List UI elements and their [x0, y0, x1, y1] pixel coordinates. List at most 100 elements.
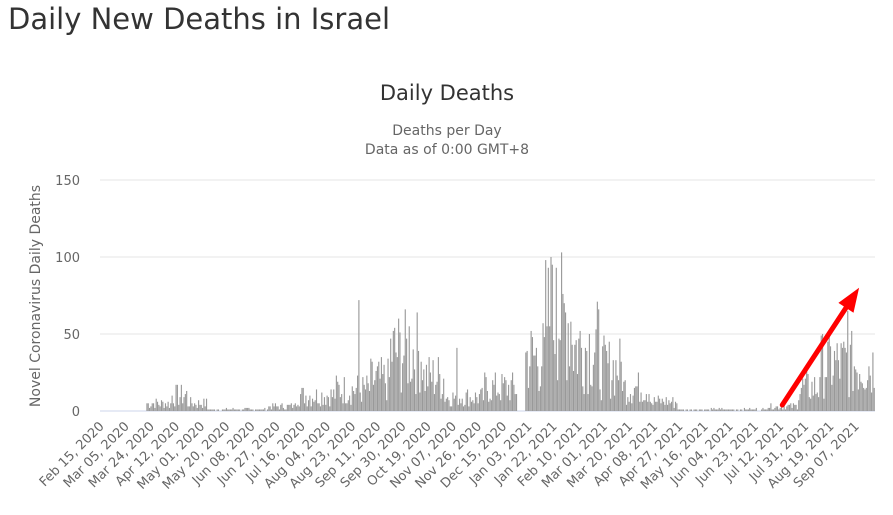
- bar: [547, 267, 549, 411]
- bar: [360, 401, 363, 411]
- bar: [673, 407, 675, 411]
- bar: [149, 407, 151, 411]
- bar: [767, 407, 769, 411]
- bar: [221, 409, 224, 411]
- bar: [550, 257, 552, 411]
- bar: [272, 403, 274, 411]
- bar: [351, 386, 353, 411]
- bar: [563, 303, 565, 411]
- bar: [423, 369, 425, 411]
- bar: [534, 355, 536, 411]
- bar: [396, 357, 398, 411]
- bar: [871, 392, 873, 411]
- bar: [327, 397, 329, 411]
- bar: [652, 404, 654, 411]
- bar: [179, 397, 181, 411]
- bar: [298, 406, 300, 411]
- bar: [766, 409, 768, 411]
- bar: [733, 409, 735, 411]
- bar: [319, 406, 322, 411]
- bar: [567, 323, 569, 411]
- bar: [428, 357, 430, 411]
- bar: [857, 389, 859, 411]
- bar: [256, 409, 258, 411]
- bar: [338, 384, 340, 411]
- bar: [460, 403, 462, 411]
- bar: [249, 409, 251, 411]
- bar: [502, 383, 504, 411]
- bar: [739, 409, 741, 411]
- bar: [436, 381, 438, 411]
- bar: [202, 407, 204, 411]
- bar: [648, 394, 650, 411]
- bar: [661, 398, 663, 411]
- bar: [545, 260, 547, 411]
- bar: [772, 409, 775, 411]
- bar: [225, 407, 227, 411]
- bar: [394, 327, 396, 411]
- bar: [835, 360, 837, 411]
- bar: [403, 355, 405, 411]
- bar: [481, 387, 483, 411]
- bar: [341, 394, 343, 411]
- bar: [239, 409, 241, 411]
- bar: [419, 392, 421, 411]
- bar: [281, 403, 283, 411]
- bar: [433, 394, 435, 411]
- bar: [266, 409, 269, 411]
- bar: [277, 406, 279, 411]
- bar: [354, 394, 356, 411]
- bar: [347, 400, 349, 411]
- bar: [182, 403, 184, 411]
- bar: [191, 403, 193, 411]
- bar: [346, 403, 348, 411]
- bar: [302, 387, 304, 411]
- bar: [497, 392, 499, 411]
- bar: [722, 409, 724, 411]
- bar: [572, 370, 575, 411]
- bar: [184, 394, 186, 411]
- bar: [570, 321, 572, 411]
- bar: [706, 409, 708, 411]
- bar: [700, 409, 702, 411]
- bar: [586, 350, 588, 411]
- bar: [672, 397, 674, 411]
- bar: [233, 409, 235, 411]
- bar: [682, 409, 685, 411]
- bar: [223, 409, 225, 411]
- bar: [632, 395, 634, 411]
- bar: [509, 400, 511, 411]
- bar: [310, 406, 312, 411]
- bar: [865, 387, 867, 411]
- bar: [345, 403, 347, 411]
- bar: [358, 300, 360, 411]
- bar: [404, 309, 406, 411]
- bar: [227, 409, 229, 411]
- bar: [803, 384, 805, 411]
- bar: [565, 312, 567, 411]
- bar: [199, 404, 201, 411]
- bar: [836, 343, 838, 411]
- bar: [400, 392, 402, 411]
- bar: [432, 360, 434, 411]
- bar: [370, 358, 372, 411]
- bar: [437, 357, 439, 411]
- bar: [775, 406, 777, 411]
- bar: [388, 377, 390, 411]
- bar: [470, 401, 473, 411]
- bar: [705, 409, 707, 411]
- bar: [731, 409, 734, 411]
- bar: [286, 404, 288, 411]
- bar: [211, 409, 213, 411]
- bar: [301, 387, 303, 411]
- bar: [538, 390, 540, 411]
- bar: [411, 378, 413, 411]
- bar: [681, 409, 683, 411]
- bar: [262, 409, 265, 411]
- bar: [561, 252, 563, 411]
- bar: [814, 377, 816, 411]
- bar: [217, 409, 220, 411]
- bar: [664, 404, 666, 411]
- bar: [380, 357, 382, 411]
